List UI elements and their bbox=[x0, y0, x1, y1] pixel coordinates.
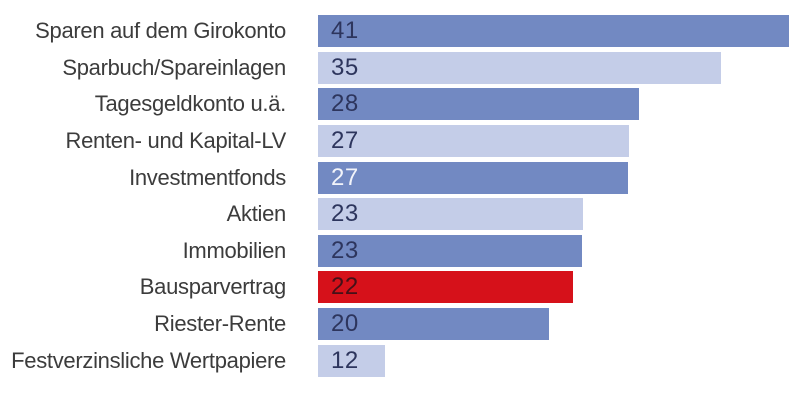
bar: 35 bbox=[318, 51, 721, 84]
bar: 23 bbox=[318, 198, 583, 231]
chart-row: Riester-Rente 20 bbox=[0, 306, 800, 343]
bar-value: 35 bbox=[331, 53, 359, 81]
category-label: Sparbuch/Spareinlagen bbox=[62, 54, 286, 80]
bar: 41 bbox=[318, 15, 789, 48]
bar-value: 41 bbox=[331, 17, 359, 45]
bar: 12 bbox=[318, 344, 385, 377]
chart-row: Sparen auf dem Girokonto 41 bbox=[0, 13, 800, 50]
chart-row: Immobilien 23 bbox=[0, 233, 800, 270]
category-label: Aktien bbox=[226, 201, 287, 227]
chart-row: Investmentfonds 27 bbox=[0, 159, 800, 196]
chart-row: Tagesgeldkonto u.ä. 28 bbox=[0, 86, 800, 123]
bar-value: 22 bbox=[331, 273, 359, 301]
bar-value: 28 bbox=[331, 90, 359, 118]
bar-chart: Sparen auf dem Girokonto 41 Sparbuch/Spare… bbox=[0, 13, 800, 379]
category-label: Immobilien bbox=[182, 237, 287, 263]
bar: 28 bbox=[318, 88, 639, 121]
bar-value: 27 bbox=[331, 163, 359, 191]
category-label: Bausparvertrag bbox=[139, 274, 287, 300]
bar-value: 23 bbox=[331, 200, 359, 228]
bar: 23 bbox=[318, 234, 582, 267]
chart-row: Festverzinsliche Wertpapiere 12 bbox=[0, 342, 800, 379]
bar-value: 23 bbox=[331, 236, 359, 264]
chart-row: Renten- und Kapital-LV 27 bbox=[0, 123, 800, 160]
category-label: Riester-Rente bbox=[154, 311, 286, 337]
chart-row: Aktien 23 bbox=[0, 196, 800, 233]
bar-value: 27 bbox=[331, 127, 359, 155]
chart-row: Bausparvertrag 22 bbox=[0, 269, 800, 306]
category-label: Sparen auf dem Girokonto bbox=[35, 18, 286, 44]
category-label: Investmentfonds bbox=[129, 164, 286, 190]
bar: 20 bbox=[318, 308, 549, 341]
bar: 27 bbox=[318, 161, 628, 194]
bar-value: 12 bbox=[331, 346, 359, 374]
chart-row: Sparbuch/Spareinlagen 35 bbox=[0, 50, 800, 87]
bar: 22 bbox=[318, 271, 573, 304]
bar-value: 20 bbox=[331, 310, 359, 338]
bar: 27 bbox=[318, 125, 629, 158]
category-label: Festverzinsliche Wertpapiere bbox=[11, 347, 286, 373]
category-label: Renten- und Kapital-LV bbox=[65, 128, 287, 154]
category-label: Tagesgeldkonto u.ä. bbox=[94, 91, 287, 117]
